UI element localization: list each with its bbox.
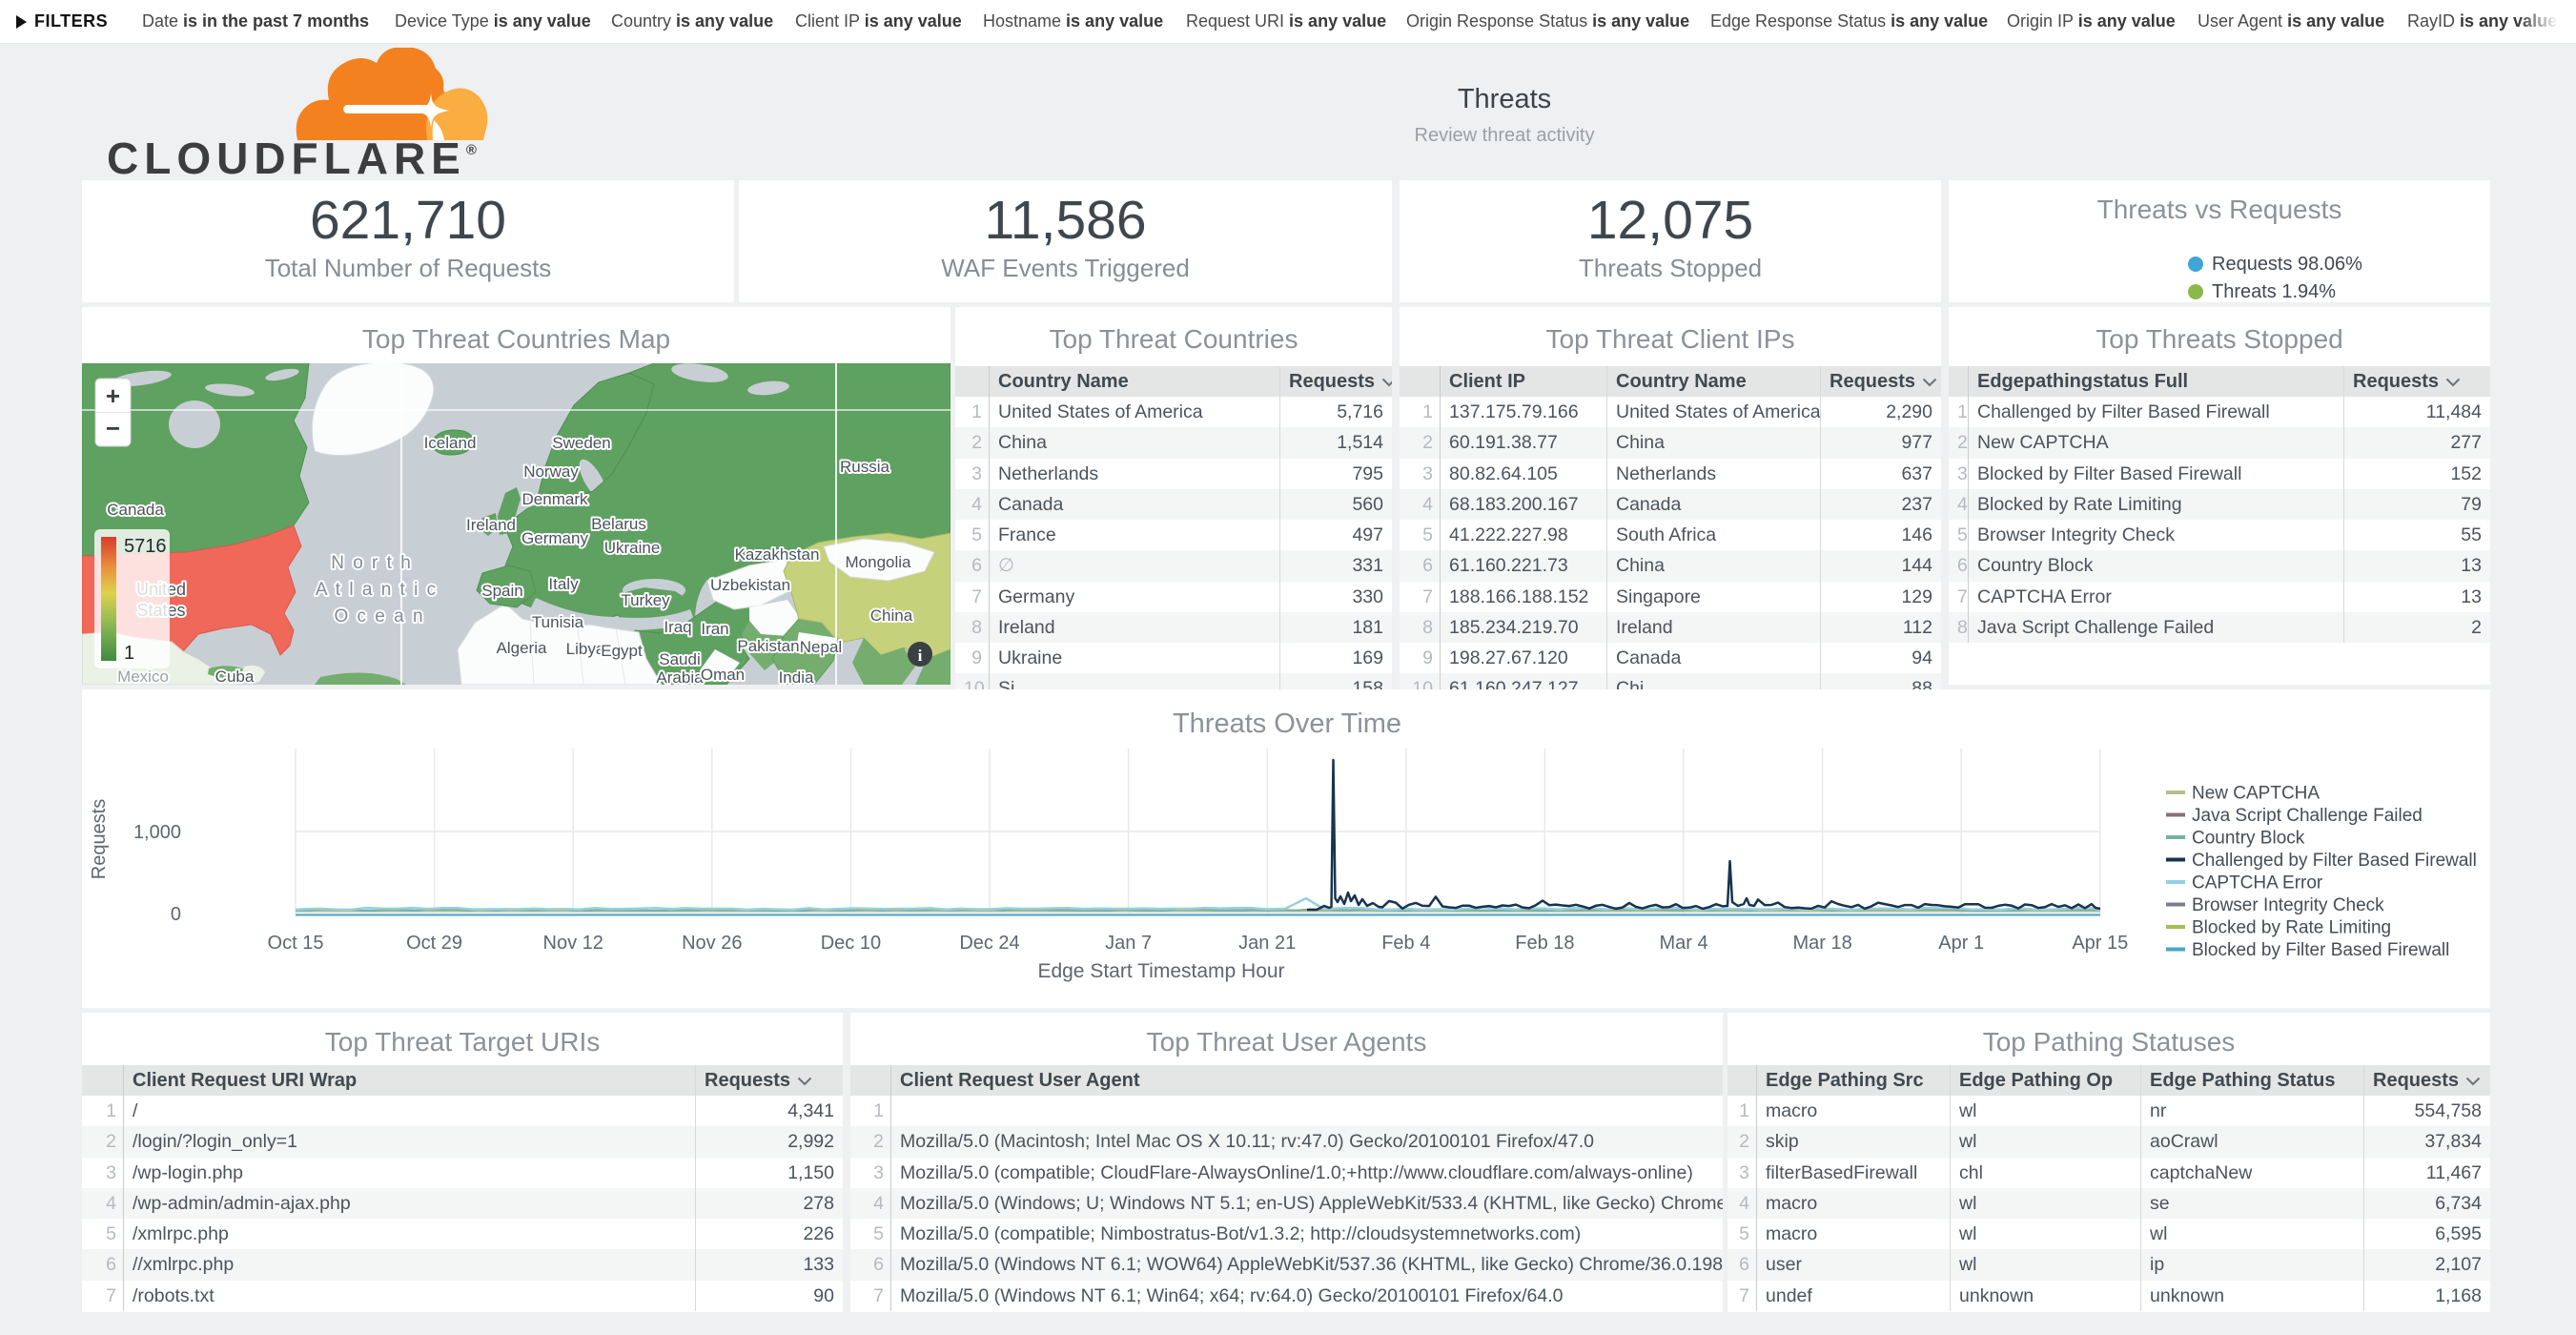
svg-text:Ireland: Ireland <box>466 516 516 534</box>
svg-text:Browser Integrity Check: Browser Integrity Check <box>2192 895 2384 915</box>
svg-text:Feb 4: Feb 4 <box>1381 933 1430 954</box>
svg-text:Algeria: Algeria <box>497 639 547 657</box>
svg-text:i: i <box>918 647 923 665</box>
svg-text:Pakistan: Pakistan <box>737 637 799 655</box>
svg-text:Requests: Requests <box>89 799 110 880</box>
svg-text:Jan 21: Jan 21 <box>1238 933 1296 954</box>
svg-text:A t l a n t i c: A t l a n t i c <box>316 580 438 600</box>
svg-text:Arabia: Arabia <box>656 668 704 685</box>
svg-text:−: − <box>106 414 120 442</box>
svg-text:Java Script Challenge Failed: Java Script Challenge Failed <box>2192 806 2423 826</box>
svg-text:Dec 24: Dec 24 <box>959 933 1019 954</box>
svg-text:Iceland: Iceland <box>424 434 477 452</box>
svg-text:+: + <box>106 381 120 410</box>
svg-text:5716: 5716 <box>124 536 167 557</box>
svg-text:N o r t h: N o r t h <box>331 553 413 573</box>
svg-text:China: China <box>870 606 913 625</box>
svg-text:Cuba: Cuba <box>215 668 255 685</box>
svg-text:Mongolia: Mongolia <box>846 553 912 571</box>
svg-text:Blocked by Filter Based Firewa: Blocked by Filter Based Firewall <box>2192 940 2449 960</box>
svg-text:Jan 7: Jan 7 <box>1105 933 1152 954</box>
svg-text:New CAPTCHA: New CAPTCHA <box>2192 784 2320 804</box>
svg-text:Iran: Iran <box>701 620 728 638</box>
svg-text:Dec 10: Dec 10 <box>821 933 881 954</box>
svg-text:India: India <box>779 668 814 685</box>
svg-text:Apr 1: Apr 1 <box>1938 933 1984 954</box>
svg-text:Denmark: Denmark <box>522 490 588 508</box>
svg-text:Kazakhstan: Kazakhstan <box>735 545 820 564</box>
svg-text:Canada: Canada <box>107 501 164 519</box>
svg-text:Oct 15: Oct 15 <box>268 933 324 954</box>
svg-text:Edge Start Timestamp Hour: Edge Start Timestamp Hour <box>1037 960 1284 982</box>
svg-text:CAPTCHA Error: CAPTCHA Error <box>2192 873 2323 893</box>
svg-text:O c e a n: O c e a n <box>334 606 424 626</box>
svg-text:Germany: Germany <box>521 529 588 547</box>
svg-text:Nov 26: Nov 26 <box>682 933 742 954</box>
svg-text:Mexico: Mexico <box>117 668 169 685</box>
svg-text:Saudi: Saudi <box>659 650 700 668</box>
svg-text:Libya: Libya <box>566 640 605 658</box>
svg-text:0: 0 <box>171 904 181 925</box>
svg-text:Iraq: Iraq <box>664 618 691 636</box>
svg-text:Challenged by Filter Based Fir: Challenged by Filter Based Firewall <box>2192 851 2477 871</box>
svg-text:Nov 12: Nov 12 <box>543 933 603 954</box>
svg-text:Russia: Russia <box>840 458 890 476</box>
svg-text:Tunisia: Tunisia <box>532 613 584 631</box>
svg-text:Italy: Italy <box>548 575 579 593</box>
svg-text:Blocked by Rate Limiting: Blocked by Rate Limiting <box>2192 918 2391 938</box>
svg-text:Ukraine: Ukraine <box>604 539 661 557</box>
svg-text:Country Block: Country Block <box>2192 829 2305 849</box>
svg-text:Uzbekistan: Uzbekistan <box>710 576 790 594</box>
svg-text:Oct 29: Oct 29 <box>406 933 462 954</box>
svg-text:Norway: Norway <box>523 462 579 481</box>
svg-text:Mar 18: Mar 18 <box>1792 933 1851 954</box>
svg-text:Belarus: Belarus <box>591 515 646 533</box>
svg-text:Sweden: Sweden <box>552 434 610 452</box>
svg-text:Feb 18: Feb 18 <box>1515 933 1574 954</box>
svg-text:1,000: 1,000 <box>133 822 181 843</box>
svg-text:Oman: Oman <box>701 666 745 684</box>
svg-text:Nepal: Nepal <box>800 638 842 656</box>
svg-text:Apr 15: Apr 15 <box>2072 933 2128 954</box>
svg-text:1: 1 <box>124 643 134 664</box>
svg-text:Turkey: Turkey <box>621 591 670 609</box>
svg-text:Threats Over Time: Threats Over Time <box>1173 709 1401 739</box>
svg-text:Egypt: Egypt <box>601 642 643 660</box>
svg-text:Spain: Spain <box>481 582 522 600</box>
svg-text:Mar 4: Mar 4 <box>1659 933 1707 954</box>
